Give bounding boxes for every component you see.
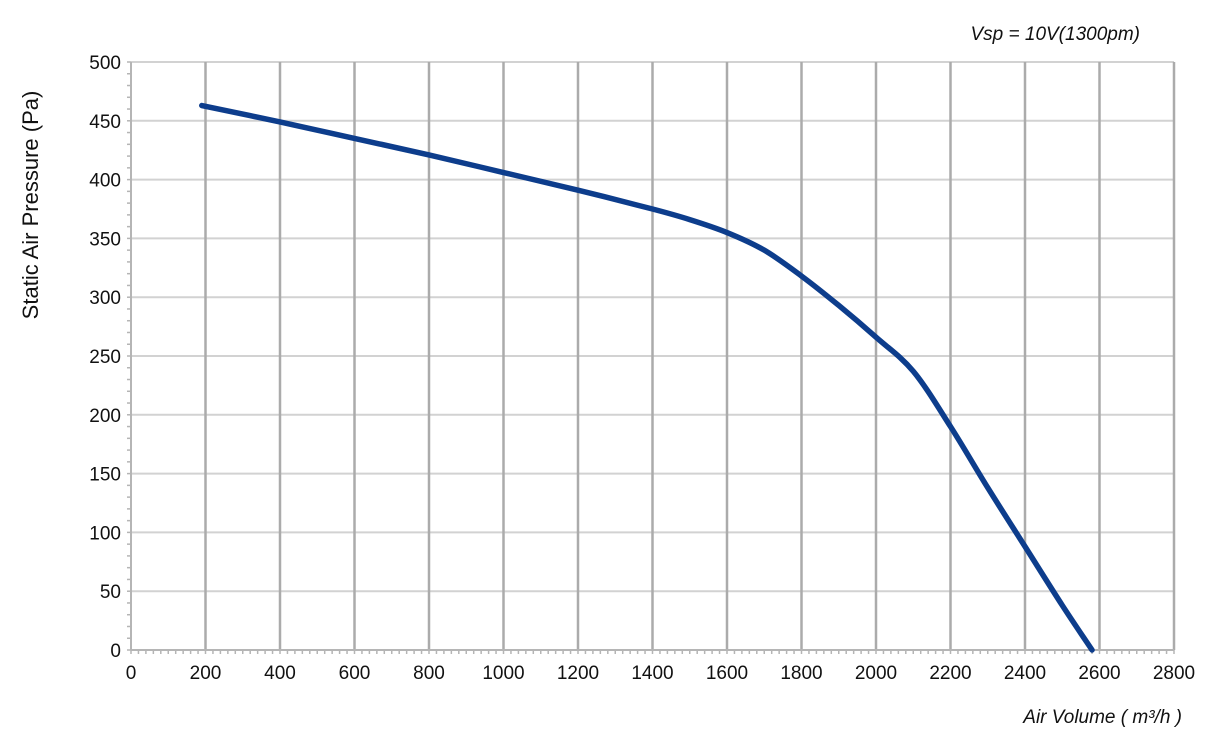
x-axis-title: Air Volume ( m³/h ): [1022, 707, 1182, 728]
axes-layer: [127, 61, 1175, 654]
y-tick-label-250: 250: [89, 347, 121, 368]
x-tick-label-1400: 1400: [631, 663, 673, 684]
y-tick-label-450: 450: [89, 112, 121, 133]
y-tick-label-400: 400: [89, 171, 121, 192]
x-tick-label-600: 600: [339, 663, 371, 684]
x-tick-label-2600: 2600: [1078, 663, 1120, 684]
x-tick-label-2400: 2400: [1004, 663, 1046, 684]
labels-layer: 0 50 100 150 200 250 300 350 400 450 500 0 200 400 600…: [89, 53, 1195, 684]
x-tick-label-2200: 2200: [929, 663, 971, 684]
series-line-0: [199, 102, 1095, 653]
x-tick-label-2000: 2000: [855, 663, 897, 684]
y-tick-label-350: 350: [89, 229, 121, 250]
y-tick-label-100: 100: [89, 523, 121, 544]
x-tick-label-400: 400: [264, 663, 296, 684]
x-tick-label-0: 0: [126, 663, 137, 684]
y-tick-label-0: 0: [110, 641, 121, 662]
x-tick-label-800: 800: [413, 663, 445, 684]
series-layer: [199, 102, 1095, 653]
chart-annotation: Vsp = 10V(1300pm): [970, 24, 1140, 45]
x-tick-label-1800: 1800: [780, 663, 822, 684]
y-axis-title: Static Air Pressure (Pa): [18, 91, 43, 320]
y-tick-label-150: 150: [89, 465, 121, 486]
x-tick-label-1000: 1000: [482, 663, 524, 684]
y-tick-label-300: 300: [89, 288, 121, 309]
x-tick-label-1600: 1600: [706, 663, 748, 684]
y-tick-label-500: 500: [89, 53, 121, 74]
y-tick-label-50: 50: [100, 582, 121, 603]
x-tick-label-200: 200: [190, 663, 222, 684]
y-tick-label-200: 200: [89, 406, 121, 427]
x-tick-label-1200: 1200: [557, 663, 599, 684]
x-tick-label-2800: 2800: [1153, 663, 1195, 684]
grid-layer: [131, 61, 1176, 650]
